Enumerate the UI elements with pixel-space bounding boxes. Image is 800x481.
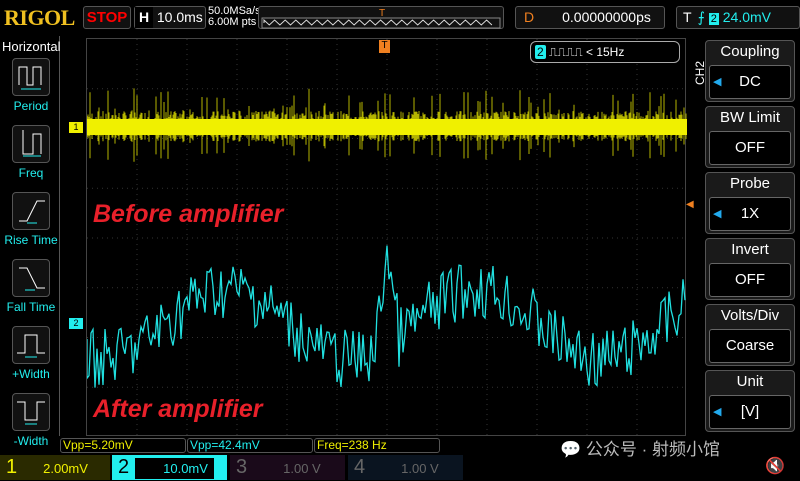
- annotation-after: After amplifier: [93, 395, 263, 423]
- ch2-number: 2: [118, 456, 130, 478]
- rise-time-label: Rise Time: [4, 233, 58, 247]
- probe-value: 1X: [740, 205, 760, 222]
- freq-label: Freq: [18, 166, 44, 180]
- fall-time-label: Fall Time: [6, 300, 56, 314]
- ch2-marker[interactable]: 2: [69, 318, 83, 329]
- pulse-icon: ⎍⎍⎍⎍: [549, 45, 583, 59]
- unit-button[interactable]: Unit ◀ [V]: [705, 370, 795, 432]
- memory-depth: 6.00M pts: [208, 16, 257, 28]
- rise-time-icon: [19, 200, 45, 224]
- channel-menu: CH2 Coupling ◀ DC BW Limit OFF Probe ◀ 1X Inv…: [693, 36, 800, 436]
- fall-time-icon: [19, 267, 45, 291]
- t-label: T: [683, 9, 692, 25]
- ch1-scale: 2.00mV: [43, 461, 88, 476]
- freq-icon: [22, 130, 42, 157]
- ch2-scale: 10.0mV: [135, 458, 214, 479]
- trigger-position-marker[interactable]: T: [379, 40, 390, 53]
- bw-limit-button[interactable]: BW Limit OFF: [705, 106, 795, 168]
- unit-title: Unit: [736, 373, 764, 390]
- rise-time-button[interactable]: [12, 192, 50, 230]
- trigger-source: 2: [708, 13, 719, 25]
- bw-limit-value: OFF: [735, 139, 765, 156]
- period-icon: [18, 66, 42, 90]
- speaker-muted-icon[interactable]: 🔇: [765, 458, 785, 475]
- freq-button[interactable]: [12, 125, 50, 163]
- horizontal-menu: Horizontal Period Freq Rise Time Fall Ti…: [0, 36, 61, 448]
- timebase-value: 10.0ms: [156, 9, 203, 25]
- volts-div-title: Volts/Div: [720, 307, 780, 324]
- negative-width-icon: [17, 401, 45, 425]
- delay-value: 0.00000000ps: [562, 9, 651, 25]
- watermark-text: 公众号 · 射频小馆: [585, 440, 721, 459]
- counter-channel: 2: [535, 45, 546, 59]
- waveform-display[interactable]: [86, 38, 687, 437]
- watermark: 💬 公众号 · 射频小馆: [560, 435, 720, 460]
- positive-width-label: +Width: [12, 367, 50, 381]
- negative-width-button[interactable]: [12, 393, 50, 431]
- negative-width-label: -Width: [13, 434, 49, 448]
- frequency-counter-badge: 2 ⎍⎍⎍⎍ < 15Hz: [530, 41, 680, 63]
- trigger-level: 24.0mV: [722, 9, 772, 25]
- ch3-number: 3: [236, 456, 248, 478]
- annotation-before: Before amplifier: [93, 200, 284, 228]
- wechat-icon: 💬: [560, 440, 582, 459]
- arrow-icon: ◀: [713, 208, 722, 220]
- timebase-box[interactable]: H 10.0ms: [134, 6, 206, 29]
- acquisition-info: 50.0MSa/s 6.00M pts: [208, 6, 261, 28]
- svg-text:T: T: [379, 8, 385, 19]
- ch1-marker[interactable]: 1: [69, 122, 83, 133]
- rigol-logo: RIGOL: [4, 5, 75, 30]
- rising-edge-icon: ⨍: [697, 9, 705, 25]
- ch4-scale: 1.00 V: [401, 461, 439, 476]
- channel-4-tab[interactable]: 4 1.00 V: [348, 455, 463, 480]
- ch4-number: 4: [354, 456, 366, 478]
- positive-width-button[interactable]: [12, 326, 50, 364]
- counter-value: < 15Hz: [585, 45, 625, 59]
- ch3-scale: 1.00 V: [283, 461, 321, 476]
- waveform-overview: T: [258, 6, 504, 29]
- channel-3-tab[interactable]: 3 1.00 V: [230, 455, 345, 480]
- measurement-ch2-vpp: Vpp=42.4mV: [187, 438, 313, 453]
- coupling-value: DC: [739, 73, 761, 90]
- volts-div-value: Coarse: [725, 337, 775, 354]
- h-label: H: [135, 7, 153, 28]
- trigger-level-marker[interactable]: ◀: [686, 199, 694, 210]
- ch1-number: 1: [6, 456, 18, 478]
- bw-limit-title: BW Limit: [720, 109, 780, 126]
- period-button[interactable]: [12, 58, 50, 96]
- positive-width-icon: [17, 334, 45, 358]
- d-label: D: [524, 9, 535, 25]
- probe-button[interactable]: Probe ◀ 1X: [705, 172, 795, 234]
- delay-box[interactable]: D 0.00000000ps: [515, 6, 665, 29]
- ch2-waveform: [86, 245, 686, 388]
- channel-2-tab[interactable]: 2 10.0mV: [112, 455, 227, 480]
- measurement-freq: Freq=238 Hz: [314, 438, 440, 453]
- trigger-box[interactable]: T ⨍ 2 24.0mV: [676, 6, 800, 29]
- volts-div-button[interactable]: Volts/Div Coarse: [705, 304, 795, 366]
- sample-rate: 50.0MSa/s: [208, 5, 261, 17]
- invert-title: Invert: [731, 241, 769, 258]
- arrow-icon: ◀: [713, 76, 722, 88]
- run-stop-status[interactable]: STOP: [83, 6, 131, 29]
- measurement-ch1-vpp: Vpp=5.20mV: [60, 438, 186, 453]
- invert-value: OFF: [735, 271, 765, 288]
- fall-time-button[interactable]: [12, 259, 50, 297]
- channel-1-tab[interactable]: 1 2.00mV: [0, 455, 110, 480]
- coupling-title: Coupling: [720, 43, 780, 60]
- probe-title: Probe: [729, 175, 771, 192]
- period-label: Period: [13, 99, 49, 113]
- coupling-button[interactable]: Coupling ◀ DC: [705, 40, 795, 102]
- menu-title: Horizontal: [2, 39, 61, 54]
- unit-value: [V]: [740, 403, 760, 420]
- arrow-icon: ◀: [713, 406, 722, 418]
- invert-button[interactable]: Invert OFF: [705, 238, 795, 300]
- grid: [87, 39, 687, 437]
- ch1-waveform-core: [87, 119, 687, 135]
